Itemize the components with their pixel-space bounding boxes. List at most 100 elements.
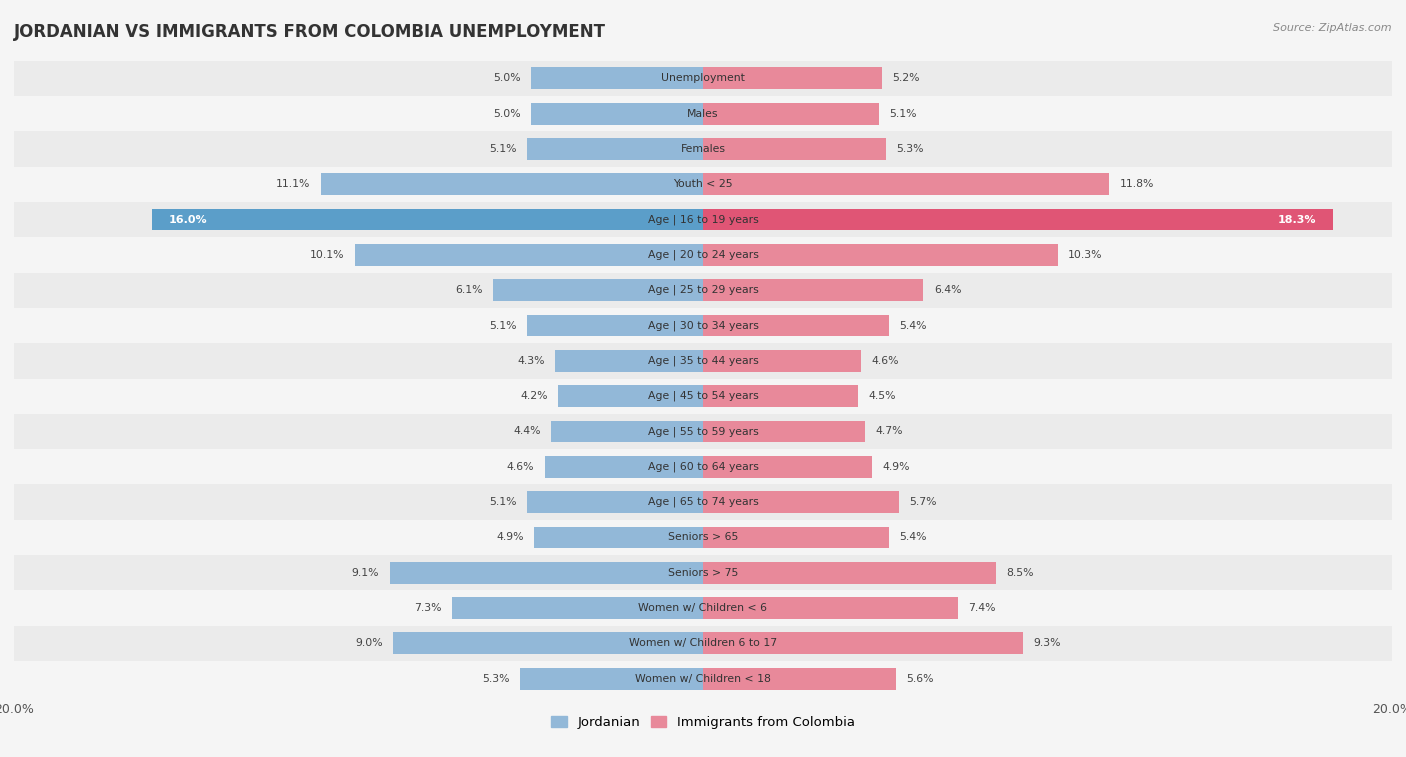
Bar [703, 456, 872, 478]
Bar [703, 421, 865, 442]
Bar [389, 562, 703, 584]
Bar [14, 555, 1392, 590]
Bar [551, 421, 703, 442]
Text: 5.1%: 5.1% [889, 108, 917, 119]
Bar [14, 484, 1392, 520]
Legend: Jordanian, Immigrants from Colombia: Jordanian, Immigrants from Colombia [546, 711, 860, 734]
Bar [703, 597, 957, 619]
Text: Source: ZipAtlas.com: Source: ZipAtlas.com [1274, 23, 1392, 33]
Text: Age | 60 to 64 years: Age | 60 to 64 years [648, 462, 758, 472]
Bar [14, 131, 1392, 167]
Bar [14, 590, 1392, 626]
Bar [703, 350, 862, 372]
Bar [392, 633, 703, 654]
Bar [555, 350, 703, 372]
Text: Women w/ Children 6 to 17: Women w/ Children 6 to 17 [628, 638, 778, 649]
Text: Females: Females [681, 144, 725, 154]
Text: Age | 55 to 59 years: Age | 55 to 59 years [648, 426, 758, 437]
Text: 4.5%: 4.5% [869, 391, 896, 401]
Bar [14, 273, 1392, 308]
Text: Males: Males [688, 108, 718, 119]
Bar [531, 67, 703, 89]
Text: 9.1%: 9.1% [352, 568, 380, 578]
Text: 5.3%: 5.3% [482, 674, 510, 684]
Text: Seniors > 65: Seniors > 65 [668, 532, 738, 543]
Text: 7.3%: 7.3% [413, 603, 441, 613]
Text: 5.7%: 5.7% [910, 497, 938, 507]
Text: 5.1%: 5.1% [489, 144, 517, 154]
Bar [14, 167, 1392, 202]
Text: Unemployment: Unemployment [661, 73, 745, 83]
Bar [14, 414, 1392, 449]
Bar [534, 527, 703, 548]
Text: 7.4%: 7.4% [969, 603, 995, 613]
Bar [703, 491, 900, 513]
Bar [14, 202, 1392, 237]
Text: 4.6%: 4.6% [506, 462, 534, 472]
Text: Age | 25 to 29 years: Age | 25 to 29 years [648, 285, 758, 295]
Text: Age | 30 to 34 years: Age | 30 to 34 years [648, 320, 758, 331]
Bar [14, 61, 1392, 96]
Text: 9.0%: 9.0% [356, 638, 382, 649]
Bar [14, 378, 1392, 414]
Bar [494, 279, 703, 301]
Text: 5.6%: 5.6% [907, 674, 934, 684]
Text: 6.4%: 6.4% [934, 285, 962, 295]
Bar [14, 520, 1392, 555]
Text: Age | 35 to 44 years: Age | 35 to 44 years [648, 356, 758, 366]
Bar [703, 67, 882, 89]
Text: 5.4%: 5.4% [900, 320, 927, 331]
Bar [321, 173, 703, 195]
Text: 5.4%: 5.4% [900, 532, 927, 543]
Bar [14, 449, 1392, 484]
Bar [14, 343, 1392, 378]
Text: 5.3%: 5.3% [896, 144, 924, 154]
Bar [703, 244, 1057, 266]
Text: JORDANIAN VS IMMIGRANTS FROM COLOMBIA UNEMPLOYMENT: JORDANIAN VS IMMIGRANTS FROM COLOMBIA UN… [14, 23, 606, 41]
Bar [527, 138, 703, 160]
Text: 16.0%: 16.0% [169, 214, 208, 225]
Bar [703, 562, 995, 584]
Text: 11.1%: 11.1% [276, 179, 311, 189]
Bar [703, 173, 1109, 195]
Bar [14, 626, 1392, 661]
Bar [152, 209, 703, 230]
Bar [527, 315, 703, 336]
Text: 4.3%: 4.3% [517, 356, 544, 366]
Text: Seniors > 75: Seniors > 75 [668, 568, 738, 578]
Text: Age | 65 to 74 years: Age | 65 to 74 years [648, 497, 758, 507]
Bar [703, 527, 889, 548]
Bar [703, 668, 896, 690]
Text: Women w/ Children < 6: Women w/ Children < 6 [638, 603, 768, 613]
Bar [703, 103, 879, 124]
Text: 4.9%: 4.9% [882, 462, 910, 472]
Text: Women w/ Children < 18: Women w/ Children < 18 [636, 674, 770, 684]
Text: Age | 45 to 54 years: Age | 45 to 54 years [648, 391, 758, 401]
Bar [558, 385, 703, 407]
Bar [703, 209, 1333, 230]
Text: 5.0%: 5.0% [494, 73, 520, 83]
Text: 10.3%: 10.3% [1069, 250, 1102, 260]
Bar [527, 491, 703, 513]
Bar [703, 138, 886, 160]
Text: Youth < 25: Youth < 25 [673, 179, 733, 189]
Text: 5.0%: 5.0% [494, 108, 520, 119]
Bar [703, 279, 924, 301]
Bar [520, 668, 703, 690]
Text: Age | 20 to 24 years: Age | 20 to 24 years [648, 250, 758, 260]
Bar [531, 103, 703, 124]
Text: 18.3%: 18.3% [1278, 214, 1316, 225]
Text: 4.4%: 4.4% [513, 426, 541, 437]
Bar [14, 237, 1392, 273]
Text: 5.2%: 5.2% [893, 73, 920, 83]
Text: 9.3%: 9.3% [1033, 638, 1062, 649]
Text: 4.2%: 4.2% [520, 391, 548, 401]
Bar [544, 456, 703, 478]
Bar [451, 597, 703, 619]
Text: 5.1%: 5.1% [489, 497, 517, 507]
Text: 4.6%: 4.6% [872, 356, 900, 366]
Text: 6.1%: 6.1% [456, 285, 482, 295]
Text: 10.1%: 10.1% [311, 250, 344, 260]
Bar [356, 244, 703, 266]
Text: 4.7%: 4.7% [875, 426, 903, 437]
